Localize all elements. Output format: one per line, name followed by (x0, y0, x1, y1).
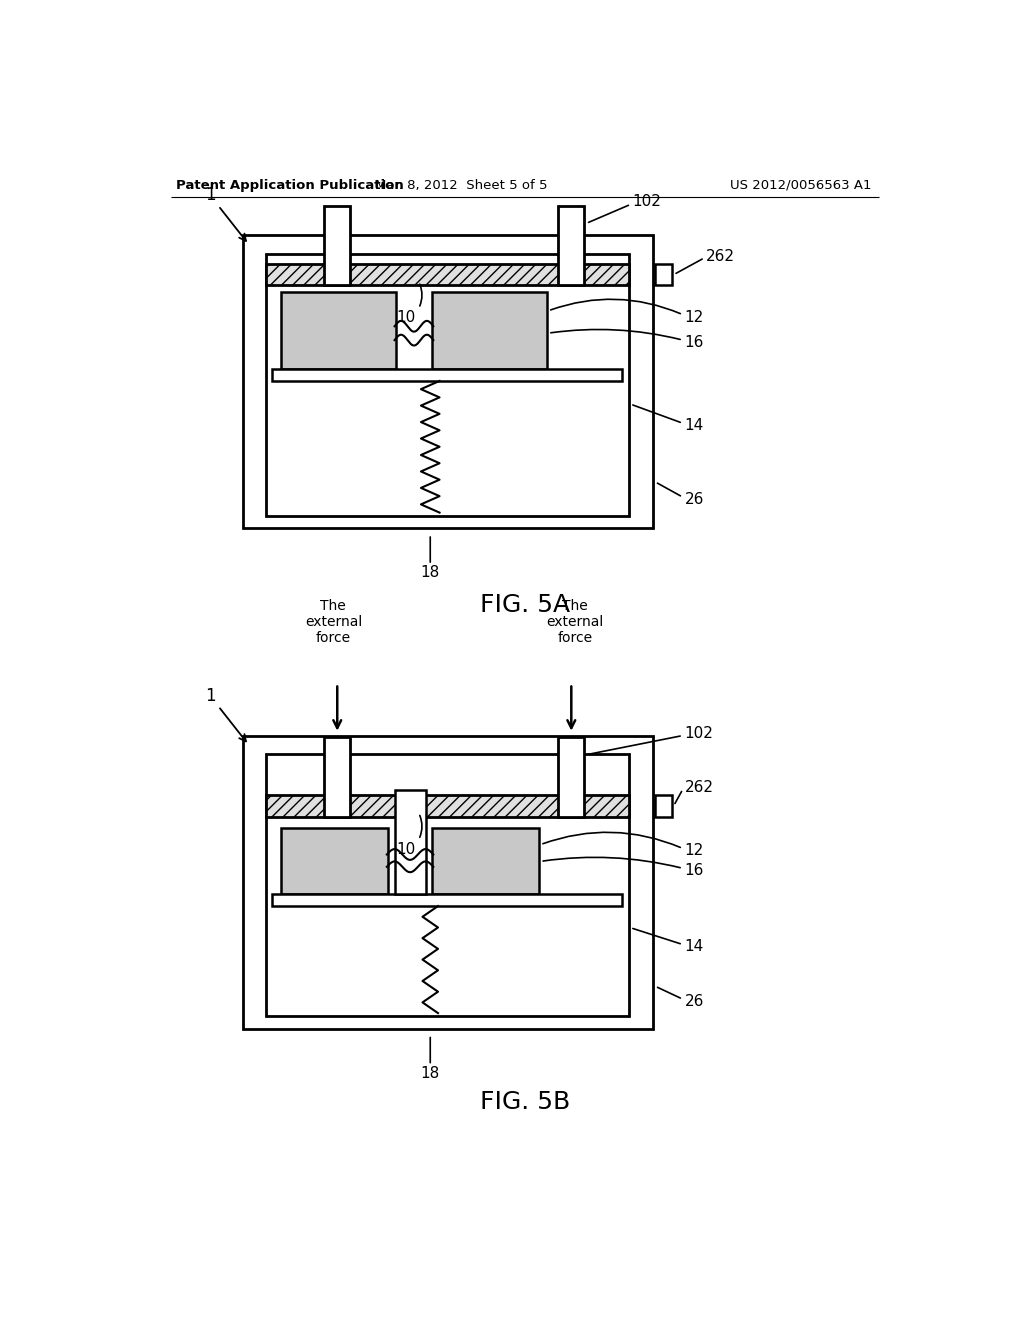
Text: 12: 12 (684, 309, 703, 325)
Text: Patent Application Publication: Patent Application Publication (176, 178, 403, 191)
Bar (432, 829, 539, 894)
Bar (324, 206, 350, 285)
Text: 26: 26 (684, 994, 703, 1008)
Bar (394, 789, 426, 894)
Text: 16: 16 (684, 863, 703, 878)
Text: The
external
force: The external force (305, 599, 362, 645)
Bar (272, 368, 623, 381)
Text: 102: 102 (633, 194, 662, 210)
Text: The
external
force: The external force (547, 599, 604, 645)
Text: US 2012/0056563 A1: US 2012/0056563 A1 (730, 178, 872, 191)
Text: 12: 12 (684, 843, 703, 858)
Bar (266, 795, 629, 817)
Bar (282, 292, 396, 368)
Bar (558, 206, 585, 285)
Bar (266, 253, 629, 516)
Text: 26: 26 (684, 492, 703, 507)
Bar (282, 829, 388, 894)
Text: 10: 10 (396, 842, 415, 857)
Text: FIG. 5A: FIG. 5A (479, 593, 570, 616)
Text: 1: 1 (205, 686, 246, 742)
Bar (272, 894, 623, 906)
Text: 1: 1 (205, 186, 246, 240)
Bar (558, 738, 585, 817)
Text: 18: 18 (421, 565, 440, 581)
Text: FIG. 5B: FIG. 5B (479, 1089, 570, 1114)
Bar (655, 795, 672, 817)
Bar (266, 264, 629, 285)
Text: Mar. 8, 2012  Sheet 5 of 5: Mar. 8, 2012 Sheet 5 of 5 (375, 178, 548, 191)
Text: 18: 18 (421, 1065, 440, 1081)
Text: 14: 14 (684, 418, 703, 433)
Text: 16: 16 (684, 335, 703, 350)
Text: 262: 262 (684, 780, 714, 795)
Bar (655, 264, 672, 285)
Text: 262: 262 (707, 248, 735, 264)
Bar (432, 292, 547, 368)
Bar (266, 755, 629, 1016)
Text: 14: 14 (684, 940, 703, 954)
Bar (243, 737, 653, 1028)
Text: 102: 102 (684, 726, 714, 741)
Bar (243, 235, 653, 528)
Text: 10: 10 (396, 310, 415, 325)
Bar (324, 738, 350, 817)
